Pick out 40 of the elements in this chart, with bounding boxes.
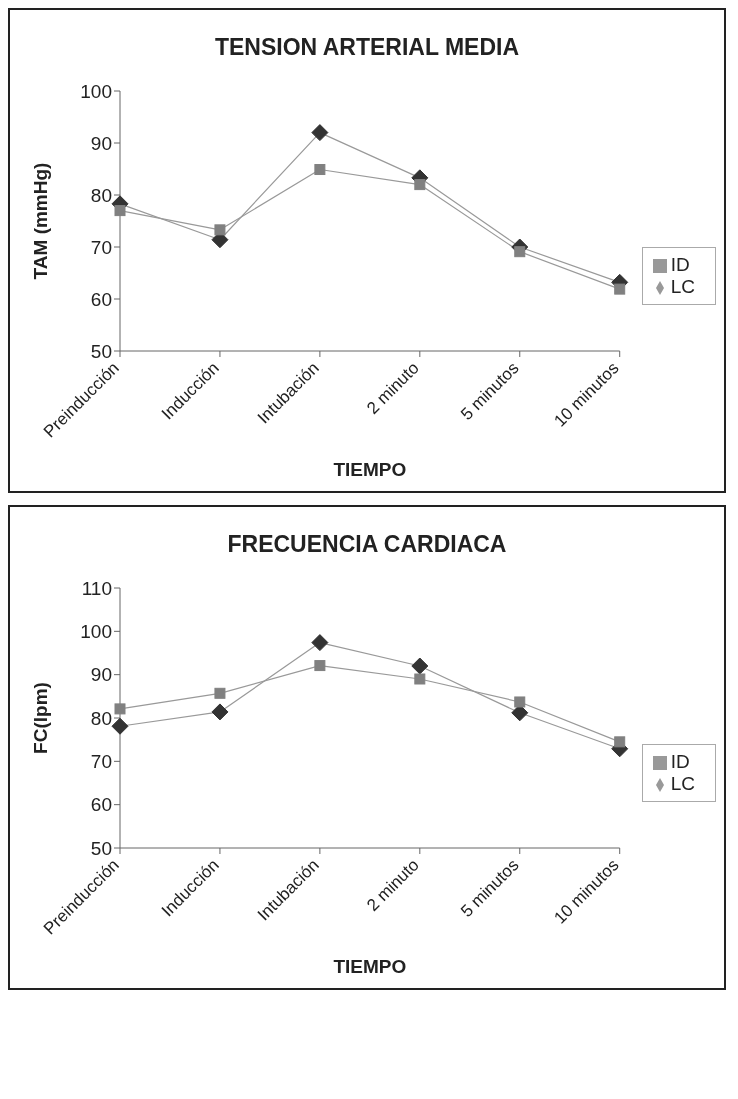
point [414, 179, 426, 191]
y-tick-label: 110 [81, 577, 112, 599]
y-tick-label: 80 [90, 184, 112, 206]
y-tick-label: 50 [90, 837, 112, 859]
y-tick-label: 60 [90, 288, 112, 310]
chart-title: FRECUENCIA CARDIACA [226, 531, 508, 558]
legend-label: ID [670, 254, 690, 275]
y-tick-label: 70 [90, 236, 112, 258]
chart-title: TENSION ARTERIAL MEDIA [213, 34, 521, 61]
y-tick-label: 70 [90, 751, 112, 773]
point [114, 703, 126, 715]
y-axis-title: TAM (mmHg) [29, 162, 51, 280]
point [114, 205, 126, 217]
y-tick-label: 100 [80, 80, 112, 102]
x-axis-title: TIEMPO [333, 956, 407, 977]
y-axis-title: FC(lpm) [29, 682, 51, 754]
legend-label: LC [670, 773, 695, 794]
y-tick-label: 90 [90, 664, 112, 686]
point [311, 634, 329, 652]
legend-label: LC [670, 276, 695, 297]
point [214, 224, 226, 236]
point [314, 164, 326, 176]
y-tick-label: 50 [90, 340, 112, 362]
point [111, 717, 129, 735]
point [614, 736, 626, 748]
point [311, 124, 329, 142]
y-tick-label: 60 [90, 794, 112, 816]
y-tick-label: 80 [90, 707, 112, 729]
point [514, 696, 526, 708]
y-tick-label: 90 [90, 132, 112, 154]
y-tick-label: 100 [80, 621, 112, 643]
point [411, 657, 429, 675]
point [211, 703, 229, 721]
point [614, 283, 626, 295]
point [314, 660, 326, 672]
point [414, 673, 426, 685]
point [514, 246, 526, 258]
legend-label: ID [670, 751, 690, 772]
x-axis-title: TIEMPO [333, 459, 407, 480]
point [214, 687, 226, 699]
